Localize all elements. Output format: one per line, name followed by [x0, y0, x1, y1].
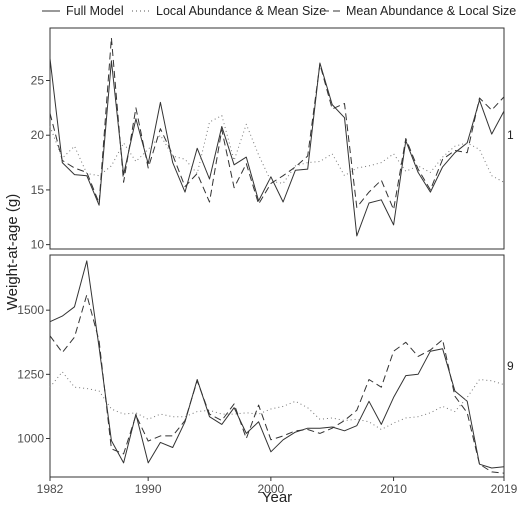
x-axis-title: Year [262, 489, 292, 506]
x-tick-label: 2019 [491, 482, 518, 496]
panel-age-1: 10 15 20 25 1 [31, 27, 514, 252]
y-axis-title: Weight-at-age (g) [4, 194, 21, 310]
y-tick-label: 1500 [17, 303, 44, 317]
legend-label-full-model: Full Model [66, 4, 124, 18]
panel-9-label: 9 [507, 359, 514, 373]
legend-label-local-abundance-mean-size: Local Abundance & Mean Size [156, 4, 326, 18]
y-tick-label: 15 [31, 183, 45, 197]
panel-age-9: 1000 1250 1500 9 [17, 254, 514, 478]
legend-label-mean-abundance-local-size: Mean Abundance & Local Size [346, 4, 516, 18]
series-line-local-abundance-mean-size [49, 115, 505, 184]
x-tick-label: 2000 [258, 482, 285, 496]
series-line-mean-abundance-local-size [49, 294, 505, 474]
y-tick-label: 10 [31, 238, 45, 252]
y-tick-label: 1000 [17, 432, 44, 446]
series-line-full-model [49, 58, 505, 237]
x-tick-label: 1982 [37, 482, 64, 496]
x-tick-label: 2010 [380, 482, 407, 496]
x-axis-ticks: 1982 1990 2000 2010 2019 [37, 477, 518, 496]
series-line-mean-abundance-local-size [49, 37, 505, 211]
panel-1-label: 1 [507, 128, 514, 142]
y-tick-label: 25 [31, 74, 45, 88]
series-line-full-model [49, 260, 505, 469]
y-tick-label: 20 [31, 128, 45, 142]
series-line-local-abundance-mean-size [49, 371, 505, 430]
legend: Full Model Local Abundance & Mean Size M… [42, 4, 516, 18]
panel-9-frame [49, 254, 505, 478]
y-tick-label: 1250 [17, 367, 44, 381]
panel-1-frame [49, 27, 505, 250]
x-tick-label: 1990 [135, 482, 162, 496]
